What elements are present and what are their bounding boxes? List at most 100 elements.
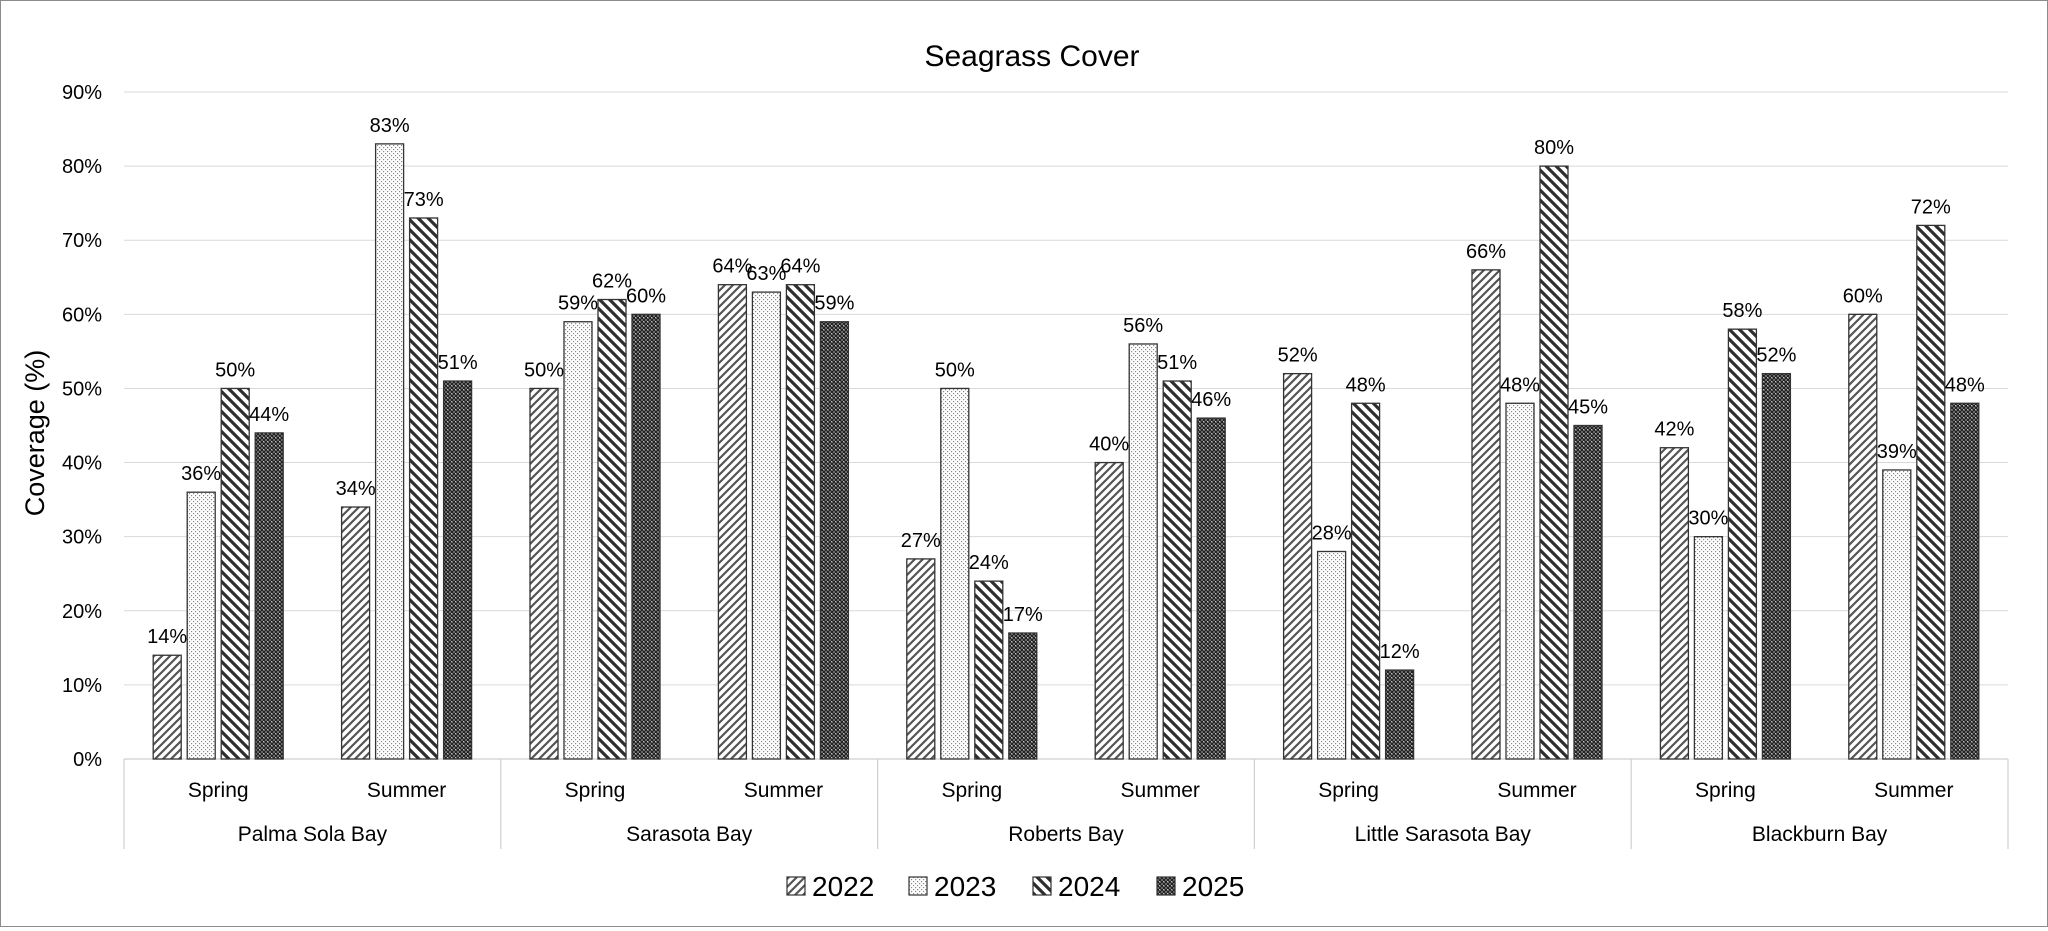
- data-label: 51%: [1157, 352, 1197, 374]
- data-label: 48%: [1945, 374, 1985, 396]
- bar-2022: [529, 387, 559, 760]
- data-label: 42%: [1654, 419, 1694, 441]
- bar-2023: [186, 491, 216, 760]
- data-label: 50%: [524, 359, 564, 381]
- site-label: Sarasota Bay: [626, 823, 753, 846]
- data-label: 59%: [814, 293, 854, 315]
- data-label: 36%: [181, 463, 221, 485]
- bar-2022: [1094, 461, 1124, 760]
- site-label: Little Sarasota Bay: [1355, 823, 1532, 846]
- data-label: 12%: [1380, 641, 1420, 663]
- data-label: 48%: [1500, 374, 1540, 396]
- data-label: 39%: [1877, 441, 1917, 463]
- bar-2024: [1162, 380, 1192, 760]
- y-axis-ticks: 0% 10% 20% 30% 40% 50% 60% 70% 80% 90%: [62, 82, 102, 771]
- data-label: 28%: [1312, 522, 1352, 544]
- data-label: 56%: [1123, 315, 1163, 337]
- data-label: 62%: [592, 271, 632, 293]
- legend: 2022 2023 2024 2025: [786, 871, 1244, 902]
- chart-title: Seagrass Cover: [924, 40, 1139, 73]
- data-label: 58%: [1722, 300, 1762, 322]
- bar-2023: [1128, 343, 1158, 760]
- legend-swatch-2024: [1032, 876, 1052, 896]
- bar-2024: [1539, 165, 1569, 760]
- data-labels: 14%36%50%44%34%83%73%51% 50%59%62%60%64%6…: [147, 115, 1985, 663]
- bar-2022: [152, 654, 182, 760]
- legend-label: 2024: [1058, 871, 1120, 902]
- data-label: 34%: [336, 478, 376, 500]
- bar-2024: [785, 284, 816, 760]
- season-label: Spring: [1318, 779, 1379, 802]
- data-label: 17%: [1003, 604, 1043, 626]
- legend-label: 2022: [812, 871, 874, 902]
- bar-2022: [1282, 372, 1313, 760]
- y-tick-label: 70%: [62, 230, 102, 252]
- bar-2025: [1384, 669, 1415, 760]
- data-label: 24%: [969, 552, 1009, 574]
- bar-2023: [751, 291, 782, 760]
- bar-2025: [1196, 417, 1226, 760]
- bar-2023: [563, 321, 593, 760]
- data-label: 52%: [1278, 345, 1318, 367]
- y-axis-label: Coverage (%): [20, 350, 50, 517]
- data-label: 44%: [249, 404, 289, 426]
- data-label: 59%: [558, 293, 598, 315]
- data-label: 80%: [1534, 137, 1574, 159]
- bar-2023: [1316, 550, 1347, 760]
- bar-2022: [717, 284, 748, 760]
- bar-2022: [1659, 447, 1690, 760]
- y-tick-label: 90%: [62, 82, 102, 104]
- bar-2024: [597, 298, 627, 760]
- bar-2022: [906, 558, 936, 760]
- legend-swatch-2025: [1156, 876, 1176, 896]
- data-label: 64%: [712, 256, 752, 278]
- data-label: 48%: [1346, 374, 1386, 396]
- data-label: 52%: [1756, 345, 1796, 367]
- y-tick-label: 20%: [62, 601, 102, 623]
- y-tick-label: 60%: [62, 304, 102, 326]
- bar-2025: [819, 321, 850, 760]
- y-tick-label: 30%: [62, 527, 102, 549]
- bar-2025: [254, 432, 284, 760]
- bar-2025: [1761, 372, 1792, 760]
- season-label: Summer: [1497, 779, 1576, 802]
- data-label: 66%: [1466, 241, 1506, 263]
- data-label: 51%: [438, 352, 478, 374]
- bar-2022: [1848, 313, 1878, 760]
- bar-2022: [340, 506, 371, 760]
- data-label: 60%: [1843, 285, 1883, 307]
- data-label: 30%: [1688, 508, 1728, 530]
- y-tick-label: 80%: [62, 156, 102, 178]
- site-label: Blackburn Bay: [1752, 823, 1888, 846]
- data-label: 64%: [780, 256, 820, 278]
- bar-2024: [220, 387, 250, 760]
- y-tick-label: 0%: [73, 749, 102, 771]
- data-label: 83%: [370, 115, 410, 137]
- season-label: Spring: [565, 779, 626, 802]
- bar-2024: [408, 217, 439, 760]
- data-label: 45%: [1568, 397, 1608, 419]
- data-label: 46%: [1191, 389, 1231, 411]
- season-label: Spring: [941, 779, 1002, 802]
- bar-2025: [442, 380, 473, 760]
- y-tick-label: 50%: [62, 378, 102, 400]
- season-label: Spring: [1695, 779, 1756, 802]
- legend-label: 2023: [934, 871, 996, 902]
- season-label: Spring: [188, 779, 249, 802]
- bar-2024: [1727, 328, 1758, 760]
- bar-2023: [940, 387, 970, 760]
- gridlines: [124, 91, 2008, 686]
- season-label: Summer: [744, 779, 823, 802]
- data-label: 72%: [1911, 196, 1951, 218]
- bar-2025: [1950, 402, 1980, 760]
- data-label: 63%: [746, 263, 786, 285]
- bar-2025: [631, 313, 661, 760]
- data-label: 60%: [626, 285, 666, 307]
- data-label: 14%: [147, 626, 187, 648]
- data-label: 50%: [935, 359, 975, 381]
- season-label: Summer: [1874, 779, 1953, 802]
- bar-2022: [1471, 269, 1501, 760]
- bar-2024: [1350, 402, 1381, 760]
